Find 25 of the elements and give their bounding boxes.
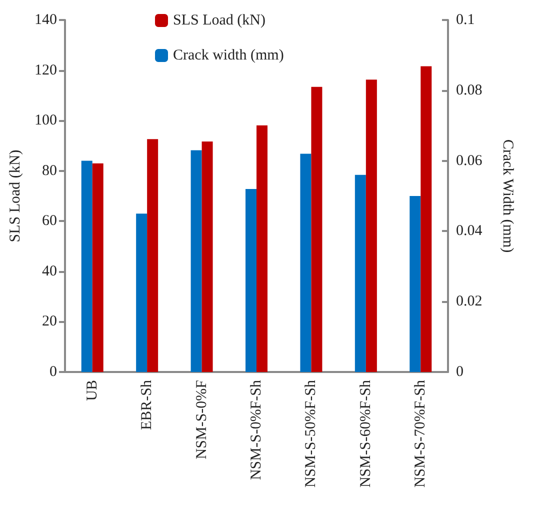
x-tick-label: NSM-S-50%F-Sh — [303, 380, 320, 488]
y-tick-label: 40 — [42, 263, 57, 280]
legend-label: SLS Load (kN) — [173, 12, 266, 28]
y-tick-label: 60 — [42, 213, 57, 230]
x-tick-label: NSM-S-60%F-Sh — [358, 380, 374, 488]
y-tick-label: 120 — [34, 62, 57, 78]
y2-tick-label: 0.08 — [456, 82, 482, 98]
x-tick-label: NSM-S-70%F-Sh — [412, 380, 429, 488]
y-tick-label: 140 — [34, 12, 57, 28]
x-tick-label: UB — [84, 380, 100, 401]
y2-axis-title: Crack Width (mm) — [500, 139, 516, 253]
y-tick-label: 0 — [50, 364, 57, 380]
y-tick-label: 100 — [34, 112, 57, 129]
y2-tick-label: 0.06 — [456, 152, 483, 169]
legend-label: Crack width (mm) — [173, 48, 284, 64]
y-tick-label: 20 — [42, 314, 57, 330]
y2-tick-label: 0 — [456, 364, 464, 380]
y2-tick-label: 0.04 — [456, 223, 483, 240]
x-tick-label: NSM-S-0%F-Sh — [248, 380, 264, 480]
y2-tick-label: 0.1 — [456, 12, 475, 28]
x-tick-label: NSM-S-0%F — [194, 380, 210, 460]
y-tick-label: 80 — [42, 162, 57, 179]
y-axis-title: SLS Load (kN) — [8, 150, 24, 242]
x-tick-label: EBR-Sh — [139, 380, 156, 430]
y2-tick-label: 0.02 — [456, 294, 482, 310]
